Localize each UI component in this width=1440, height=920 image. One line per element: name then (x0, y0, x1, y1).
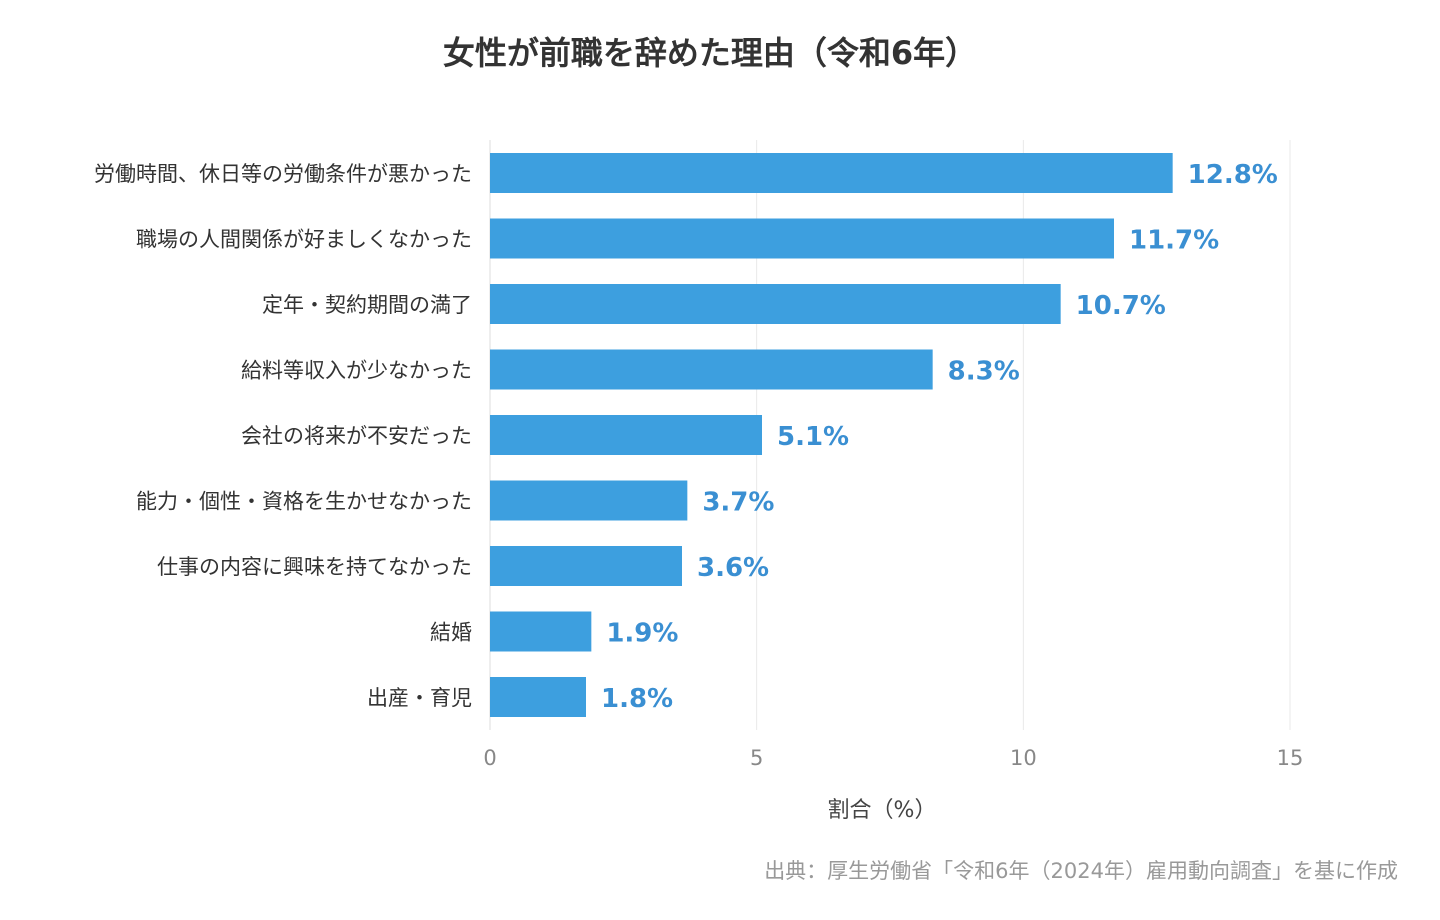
value-label: 3.7% (702, 488, 774, 518)
value-label: 1.8% (601, 684, 673, 714)
bars (490, 153, 1173, 717)
value-label: 8.3% (948, 357, 1020, 387)
source-note: 出典：厚生労働省「令和6年（2024年）雇用動向調査」を基に作成 (764, 859, 1398, 883)
bar (490, 546, 682, 586)
category-label: 結婚 (430, 621, 472, 645)
category-label: 労働時間、休日等の労働条件が悪かった (94, 162, 472, 186)
x-tick-label: 0 (483, 746, 496, 770)
category-label: 会社の将来が不安だった (241, 424, 472, 448)
x-axis-ticks: 0 5 10 15 (483, 746, 1303, 770)
bar (490, 284, 1061, 324)
bar (490, 480, 688, 521)
category-label: 出産・育児 (367, 686, 472, 710)
x-axis-title: 割合（%） (828, 798, 937, 823)
category-label: 仕事の内容に興味を持てなかった (157, 555, 472, 579)
bar (490, 677, 586, 717)
category-label: 給料等収入が少なかった (241, 359, 472, 383)
value-label: 10.7% (1076, 291, 1166, 321)
x-tick-label: 15 (1277, 746, 1304, 770)
category-labels: 労働時間、休日等の労働条件が悪かった職場の人間関係が好ましくなかった定年・契約期… (94, 162, 472, 710)
bar (490, 153, 1173, 193)
value-label: 3.6% (697, 553, 769, 583)
category-label: 定年・契約期間の満了 (262, 293, 472, 317)
bar (490, 415, 762, 455)
value-label: 5.1% (777, 422, 849, 452)
category-label: 職場の人間関係が好ましくなかった (136, 228, 472, 252)
chart-title: 女性が前職を辞めた理由（令和6年） (443, 34, 977, 72)
category-label: 能力・個性・資格を生かせなかった (136, 490, 472, 514)
bar (490, 611, 592, 652)
bar (490, 218, 1114, 259)
x-tick-label: 5 (750, 746, 763, 770)
x-tick-label: 10 (1010, 746, 1037, 770)
bar (490, 349, 933, 390)
value-labels: 12.8% 11.7% 10.7% 8.3% 5.1% 3.7% 3.6% 1.9% 1.8% (601, 160, 1278, 714)
value-label: 11.7% (1129, 226, 1219, 256)
value-label: 1.9% (606, 619, 678, 649)
value-label: 12.8% (1188, 160, 1278, 190)
